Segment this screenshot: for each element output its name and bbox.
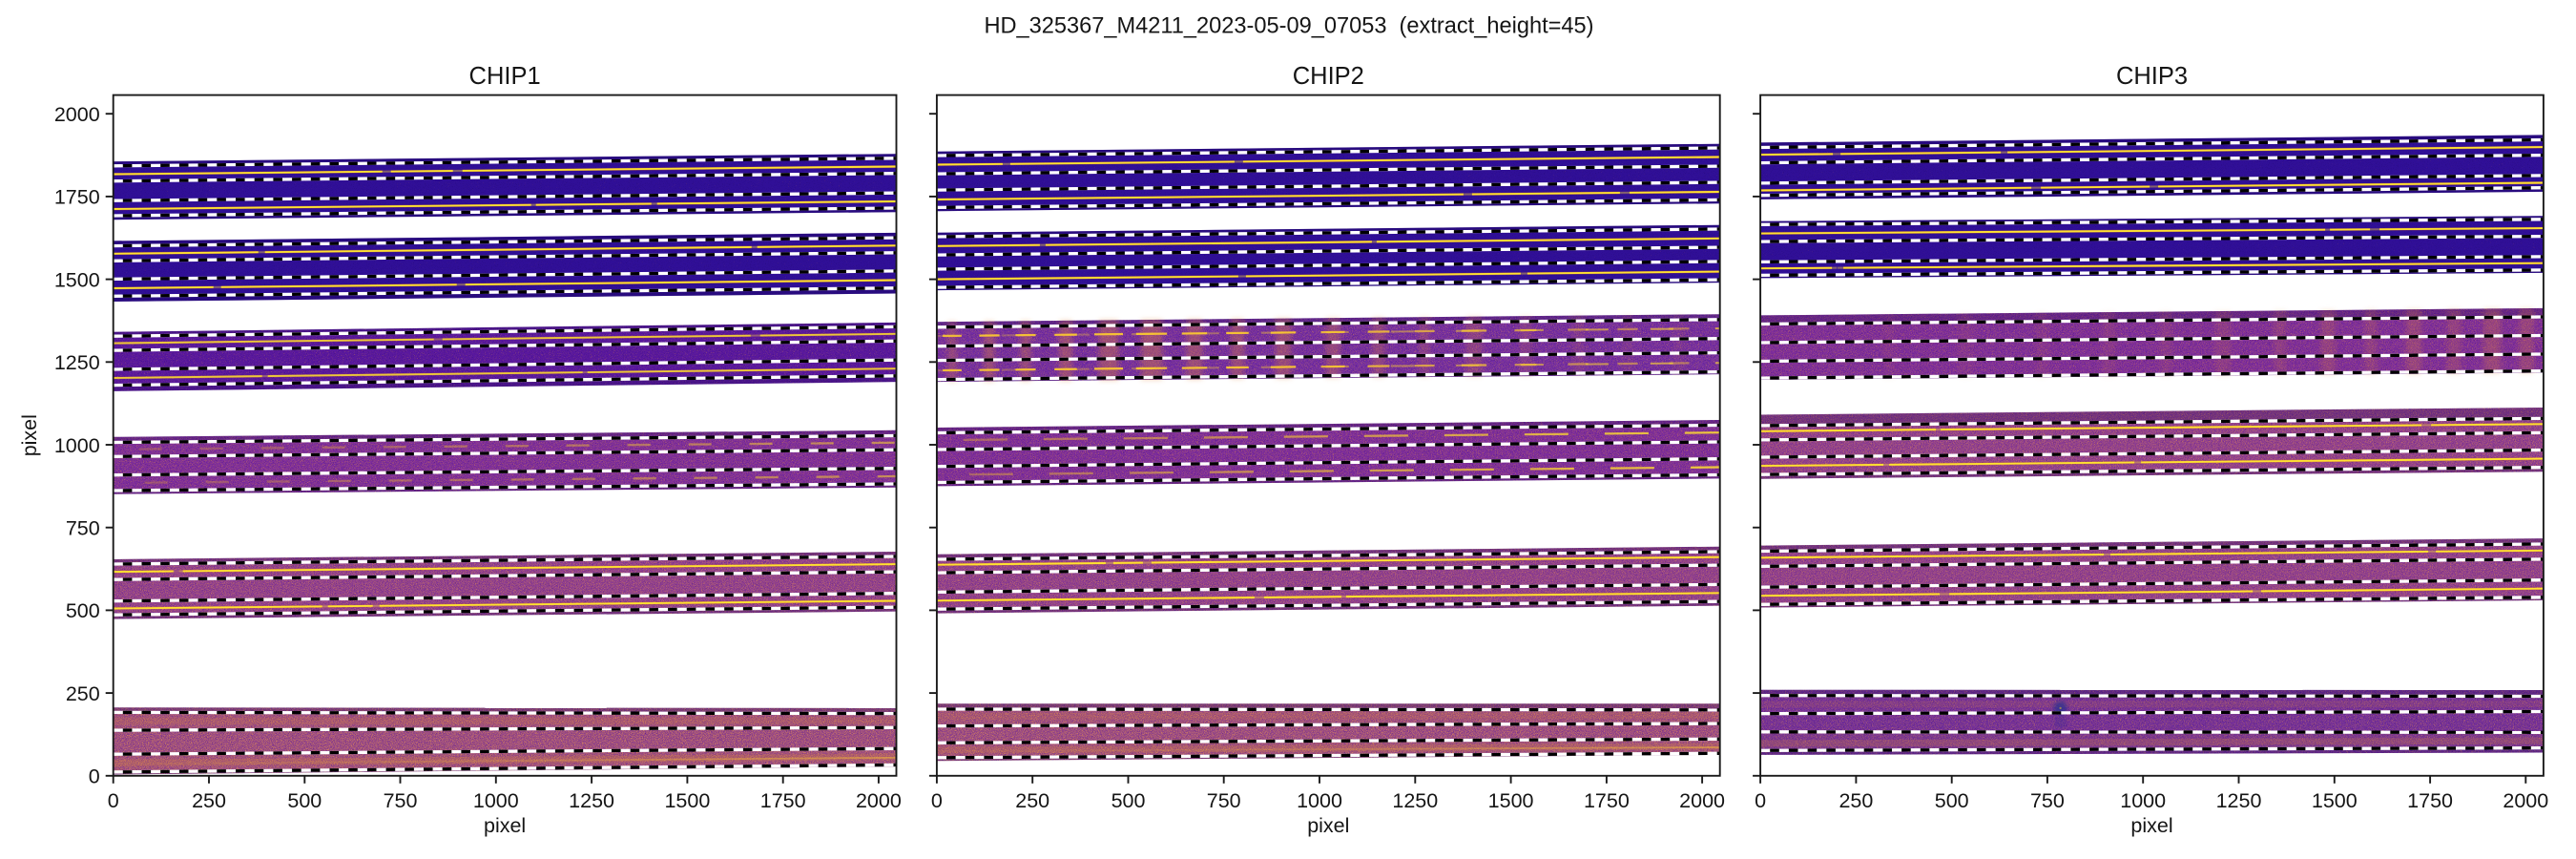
svg-text:250: 250 xyxy=(1015,789,1049,812)
svg-text:1500: 1500 xyxy=(664,789,710,812)
svg-text:1750: 1750 xyxy=(2407,789,2453,812)
svg-text:500: 500 xyxy=(1111,789,1146,812)
svg-text:CHIP2: CHIP2 xyxy=(1293,63,1364,90)
svg-text:1500: 1500 xyxy=(54,268,100,291)
svg-text:pixel: pixel xyxy=(18,414,41,456)
svg-text:1750: 1750 xyxy=(1584,789,1630,812)
svg-text:0: 0 xyxy=(1755,789,1766,812)
svg-text:1000: 1000 xyxy=(1297,789,1342,812)
svg-text:1750: 1750 xyxy=(54,186,100,209)
svg-text:0: 0 xyxy=(931,789,943,812)
svg-text:pixel: pixel xyxy=(1307,814,1349,837)
svg-text:2000: 2000 xyxy=(54,103,100,126)
svg-text:CHIP1: CHIP1 xyxy=(469,63,541,90)
svg-text:CHIP3: CHIP3 xyxy=(2116,63,2188,90)
svg-text:1000: 1000 xyxy=(2120,789,2166,812)
svg-text:2000: 2000 xyxy=(2503,789,2548,812)
svg-text:1250: 1250 xyxy=(2216,789,2262,812)
svg-text:0: 0 xyxy=(108,789,119,812)
svg-text:2000: 2000 xyxy=(856,789,902,812)
svg-text:1250: 1250 xyxy=(1392,789,1438,812)
svg-text:1000: 1000 xyxy=(54,434,100,457)
svg-text:1250: 1250 xyxy=(54,351,100,374)
svg-text:250: 250 xyxy=(1839,789,1873,812)
svg-text:1250: 1250 xyxy=(569,789,614,812)
svg-text:500: 500 xyxy=(66,599,100,622)
svg-text:2000: 2000 xyxy=(1679,789,1725,812)
svg-text:1500: 1500 xyxy=(2312,789,2358,812)
svg-text:250: 250 xyxy=(192,789,226,812)
svg-text:750: 750 xyxy=(66,517,100,540)
svg-text:HD_325367_M4211_2023-05-09_070: HD_325367_M4211_2023-05-09_07053 (extrac… xyxy=(984,14,1593,39)
svg-text:750: 750 xyxy=(384,789,418,812)
svg-text:250: 250 xyxy=(66,682,100,705)
svg-text:750: 750 xyxy=(2030,789,2065,812)
svg-text:500: 500 xyxy=(1935,789,1969,812)
svg-text:0: 0 xyxy=(89,765,100,788)
svg-text:750: 750 xyxy=(1207,789,1241,812)
svg-text:pixel: pixel xyxy=(2130,814,2172,837)
svg-text:1750: 1750 xyxy=(760,789,806,812)
svg-text:1000: 1000 xyxy=(473,789,519,812)
svg-text:1500: 1500 xyxy=(1488,789,1534,812)
svg-text:pixel: pixel xyxy=(484,814,526,837)
svg-text:500: 500 xyxy=(287,789,322,812)
